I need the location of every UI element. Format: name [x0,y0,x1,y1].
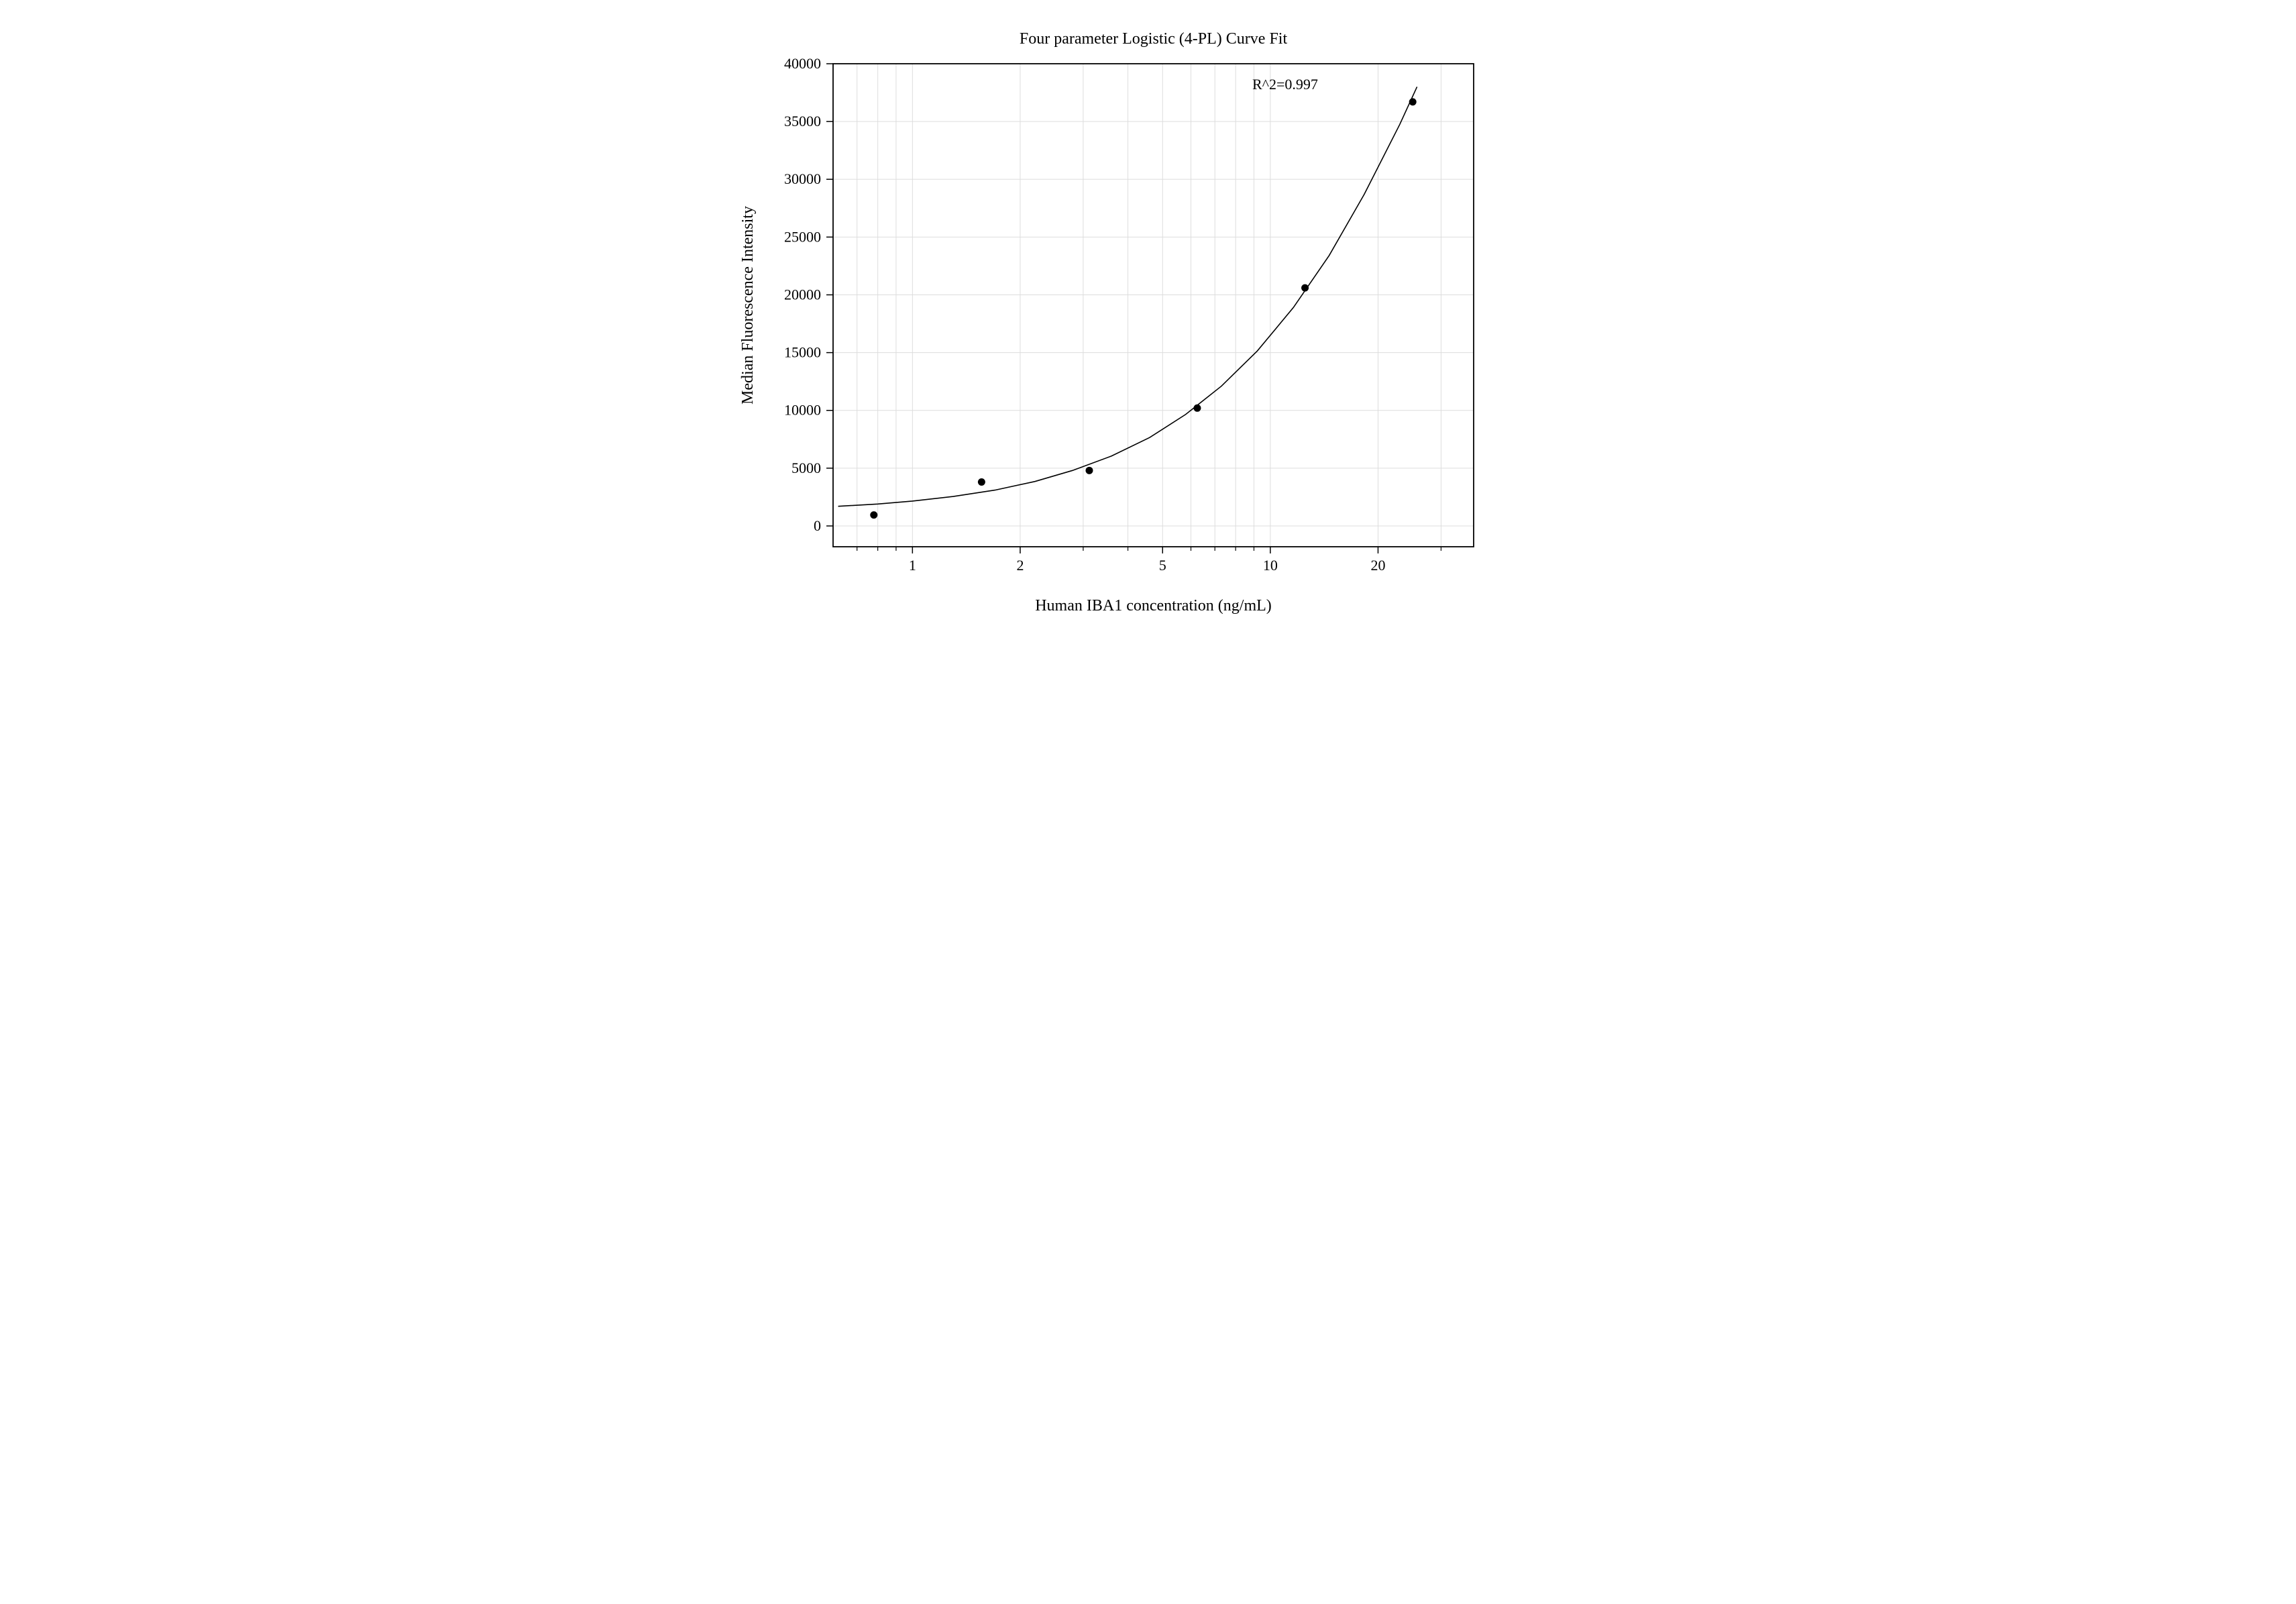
y-tick-label: 0 [814,517,821,534]
r-squared-annotation: R^2=0.997 [1252,76,1318,93]
y-tick-label: 20000 [784,286,821,303]
data-point [1085,467,1093,474]
data-point [1301,284,1309,292]
y-tick-label: 15000 [784,344,821,361]
y-tick-label: 30000 [784,170,821,187]
data-point [977,478,985,486]
x-axis-label: Human IBA1 concentration (ng/mL) [1035,597,1272,614]
y-tick-label: 40000 [784,55,821,72]
x-tick-label: 2 [1016,557,1024,574]
data-point [1409,98,1416,105]
data-point [1193,405,1201,412]
chart-svg: 1 2 5 10 20 0 5000 10000 15000 20000 25000 30000 350… [645,0,1651,703]
x-tick-label: 10 [1262,557,1277,574]
y-tick-label: 10000 [784,402,821,419]
x-tick-label: 20 [1370,557,1385,574]
x-tick-label: 1 [908,557,916,574]
y-axis-label: Median Fluorescence Intensity [739,206,757,405]
y-tick-label: 25000 [784,228,821,245]
chart-title: Four parameter Logistic (4-PL) Curve Fit [1019,30,1287,48]
x-tick-label: 5 [1158,557,1166,574]
data-point [870,511,877,519]
y-tick-label: 35000 [784,113,821,129]
chart-container: 1 2 5 10 20 0 5000 10000 15000 20000 25000 30000 350… [645,0,1651,703]
y-tick-label: 5000 [791,460,821,476]
